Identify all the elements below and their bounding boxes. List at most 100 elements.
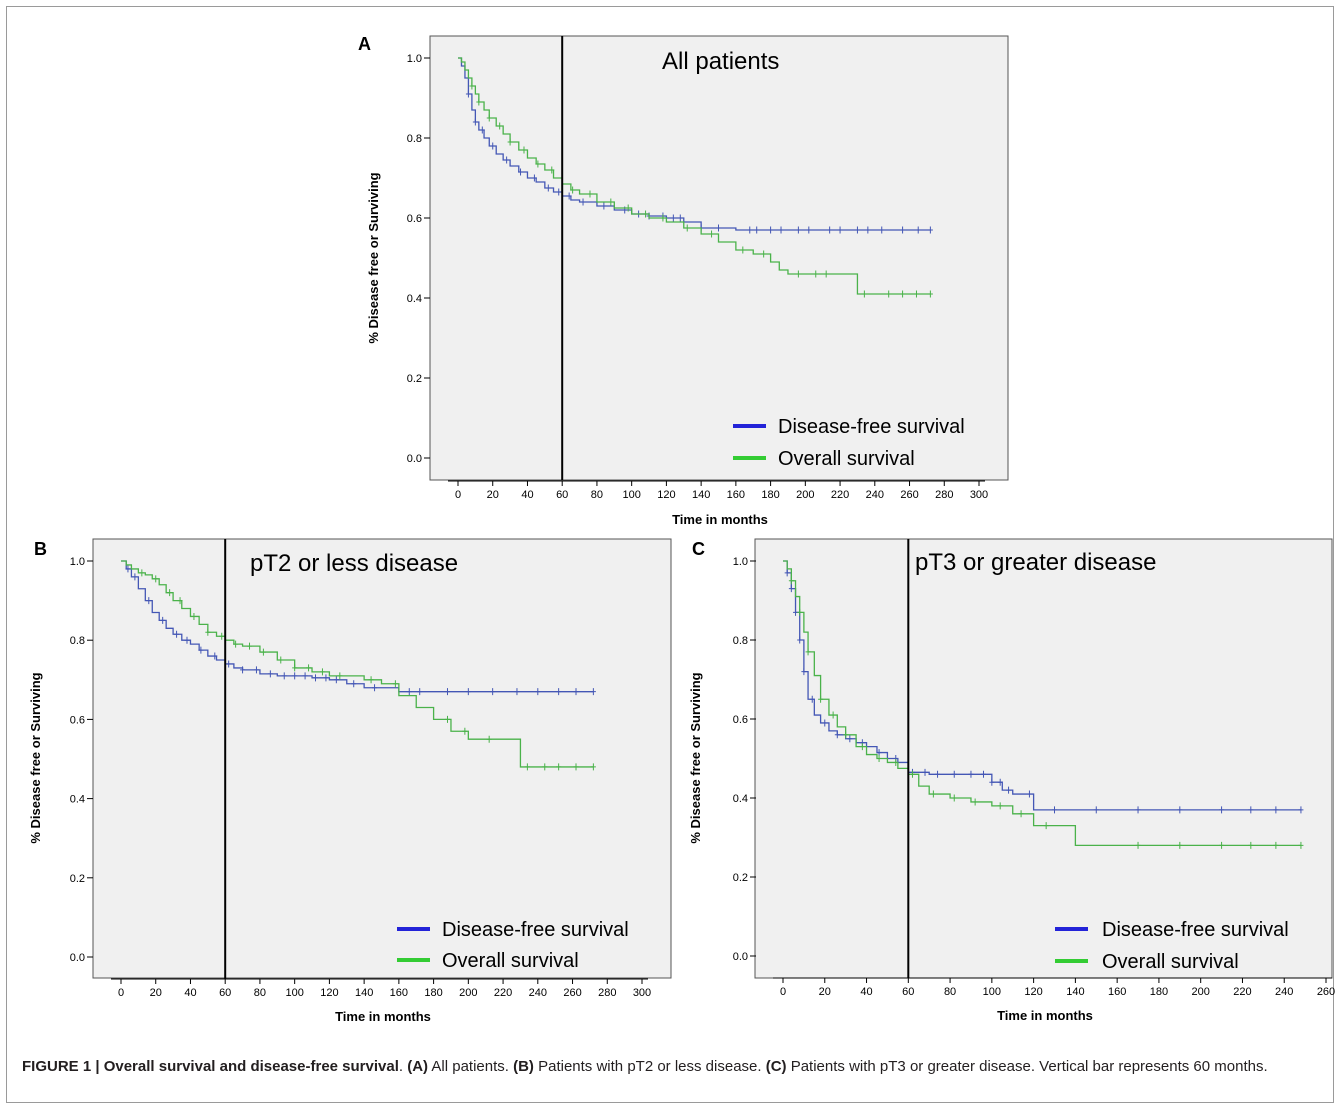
censor-mark xyxy=(260,648,266,656)
x-tick-label: 160 xyxy=(1108,986,1126,998)
x-tick-label: 260 xyxy=(900,489,918,501)
censor-mark xyxy=(573,688,579,696)
censor-mark xyxy=(847,735,853,743)
x-tick-label: 280 xyxy=(935,489,953,501)
censor-mark xyxy=(859,743,865,751)
censor-mark xyxy=(545,184,551,192)
censor-mark xyxy=(139,569,145,577)
y-tick-label: 0.0 xyxy=(733,951,748,963)
censor-mark xyxy=(518,168,524,176)
censor-mark xyxy=(935,770,941,778)
censor-mark xyxy=(479,126,485,134)
caption-c-tag: (C) xyxy=(765,1058,787,1075)
panel-a-legend: Disease-free survival Overall survival xyxy=(733,416,965,470)
censor-mark xyxy=(212,652,218,660)
panel-a-ylabel: % Disease free or Surviving xyxy=(366,172,381,343)
censor-mark xyxy=(660,214,666,222)
x-tick-label: 80 xyxy=(944,986,956,998)
y-tick-label: 0.0 xyxy=(407,453,422,465)
censor-mark xyxy=(608,198,614,206)
censor-mark xyxy=(893,758,899,766)
censor-mark xyxy=(818,695,824,703)
censor-mark xyxy=(684,224,690,232)
censor-mark xyxy=(709,230,715,238)
censor-mark xyxy=(524,763,530,771)
x-tick-label: 260 xyxy=(1317,986,1335,998)
censor-mark xyxy=(205,628,211,636)
x-tick-label: 140 xyxy=(1066,986,1084,998)
x-tick-label: 240 xyxy=(866,489,884,501)
censor-mark xyxy=(972,798,978,806)
censor-mark xyxy=(292,664,298,672)
censor-mark xyxy=(997,778,1003,786)
y-tick-label: 0.8 xyxy=(733,635,748,647)
censor-mark xyxy=(590,688,596,696)
censor-mark xyxy=(1093,806,1099,814)
censor-mark xyxy=(570,186,576,194)
censor-mark xyxy=(1219,841,1225,849)
censor-mark xyxy=(854,226,860,234)
censor-mark xyxy=(465,90,471,98)
censor-mark xyxy=(490,688,496,696)
caption-a-text: All patients. xyxy=(428,1058,514,1075)
panel-c: C pT3 or greater disease Time in months … xyxy=(688,538,1335,1023)
censor-mark xyxy=(219,632,225,640)
panel-c-title: pT3 or greater disease xyxy=(915,549,1156,576)
panel-b-label: B xyxy=(34,539,47,559)
censor-mark xyxy=(146,597,152,605)
censor-mark xyxy=(1026,790,1032,798)
censor-mark xyxy=(797,608,803,616)
x-tick-label: 220 xyxy=(1233,986,1251,998)
censor-mark xyxy=(716,224,721,232)
censor-mark xyxy=(406,688,412,696)
y-tick-label: 0.6 xyxy=(733,714,748,726)
panel-c-xlabel: Time in months xyxy=(997,1008,1093,1023)
panel-c-legend: Disease-free survival Overall survival xyxy=(1055,919,1289,973)
x-tick-label: 20 xyxy=(150,987,162,999)
legend-label-dfs: Disease-free survival xyxy=(442,919,629,941)
x-tick-label: 240 xyxy=(1275,986,1293,998)
y-tick-label: 0.6 xyxy=(407,213,422,225)
x-tick-label: 120 xyxy=(1024,986,1042,998)
x-tick-label: 60 xyxy=(902,986,914,998)
panel-b-ticks: 0.0 0.2 0.4 0.6 0.8 1.0 0 20 40 60 80 100 120 140 160 1… xyxy=(70,556,651,999)
censor-mark xyxy=(132,573,138,581)
censor-mark xyxy=(601,202,607,210)
x-tick-label: 200 xyxy=(459,987,477,999)
censor-mark xyxy=(531,174,537,182)
censor-mark xyxy=(997,802,1003,810)
panel-b: B pT2 or less disease Time in months % D… xyxy=(28,538,672,1024)
y-tick-label: 0.0 xyxy=(70,952,85,964)
censor-mark xyxy=(417,688,423,696)
censor-mark xyxy=(643,210,649,218)
x-tick-label: 140 xyxy=(355,987,373,999)
censor-mark xyxy=(267,670,273,678)
censor-mark xyxy=(805,648,811,656)
censor-mark xyxy=(476,98,482,106)
censor-mark xyxy=(198,646,204,654)
y-tick-label: 0.8 xyxy=(407,133,422,145)
censor-mark xyxy=(740,246,746,254)
censor-mark xyxy=(549,166,555,174)
censor-mark xyxy=(1177,806,1183,814)
x-tick-label: 160 xyxy=(390,987,408,999)
caption-c-text: Patients with pT3 or greater disease. Ve… xyxy=(786,1058,1268,1075)
censor-mark xyxy=(1298,806,1304,814)
x-tick-label: 40 xyxy=(521,489,533,501)
x-tick-label: 40 xyxy=(184,987,196,999)
censor-mark xyxy=(469,82,475,90)
y-tick-label: 1.0 xyxy=(733,556,748,568)
censor-mark xyxy=(913,290,919,298)
censor-mark xyxy=(306,664,312,672)
censor-mark xyxy=(806,226,812,234)
censor-mark xyxy=(497,122,503,130)
censor-mark xyxy=(784,569,790,577)
censor-mark xyxy=(174,630,180,638)
censor-mark xyxy=(747,226,753,234)
x-tick-label: 120 xyxy=(320,987,338,999)
x-tick-label: 300 xyxy=(970,489,988,501)
legend-label-os: Overall survival xyxy=(1102,951,1239,973)
censor-mark xyxy=(542,763,548,771)
figure-caption: FIGURE 1 | Overall survival and disease-… xyxy=(22,1056,1322,1078)
censor-mark xyxy=(625,204,631,212)
